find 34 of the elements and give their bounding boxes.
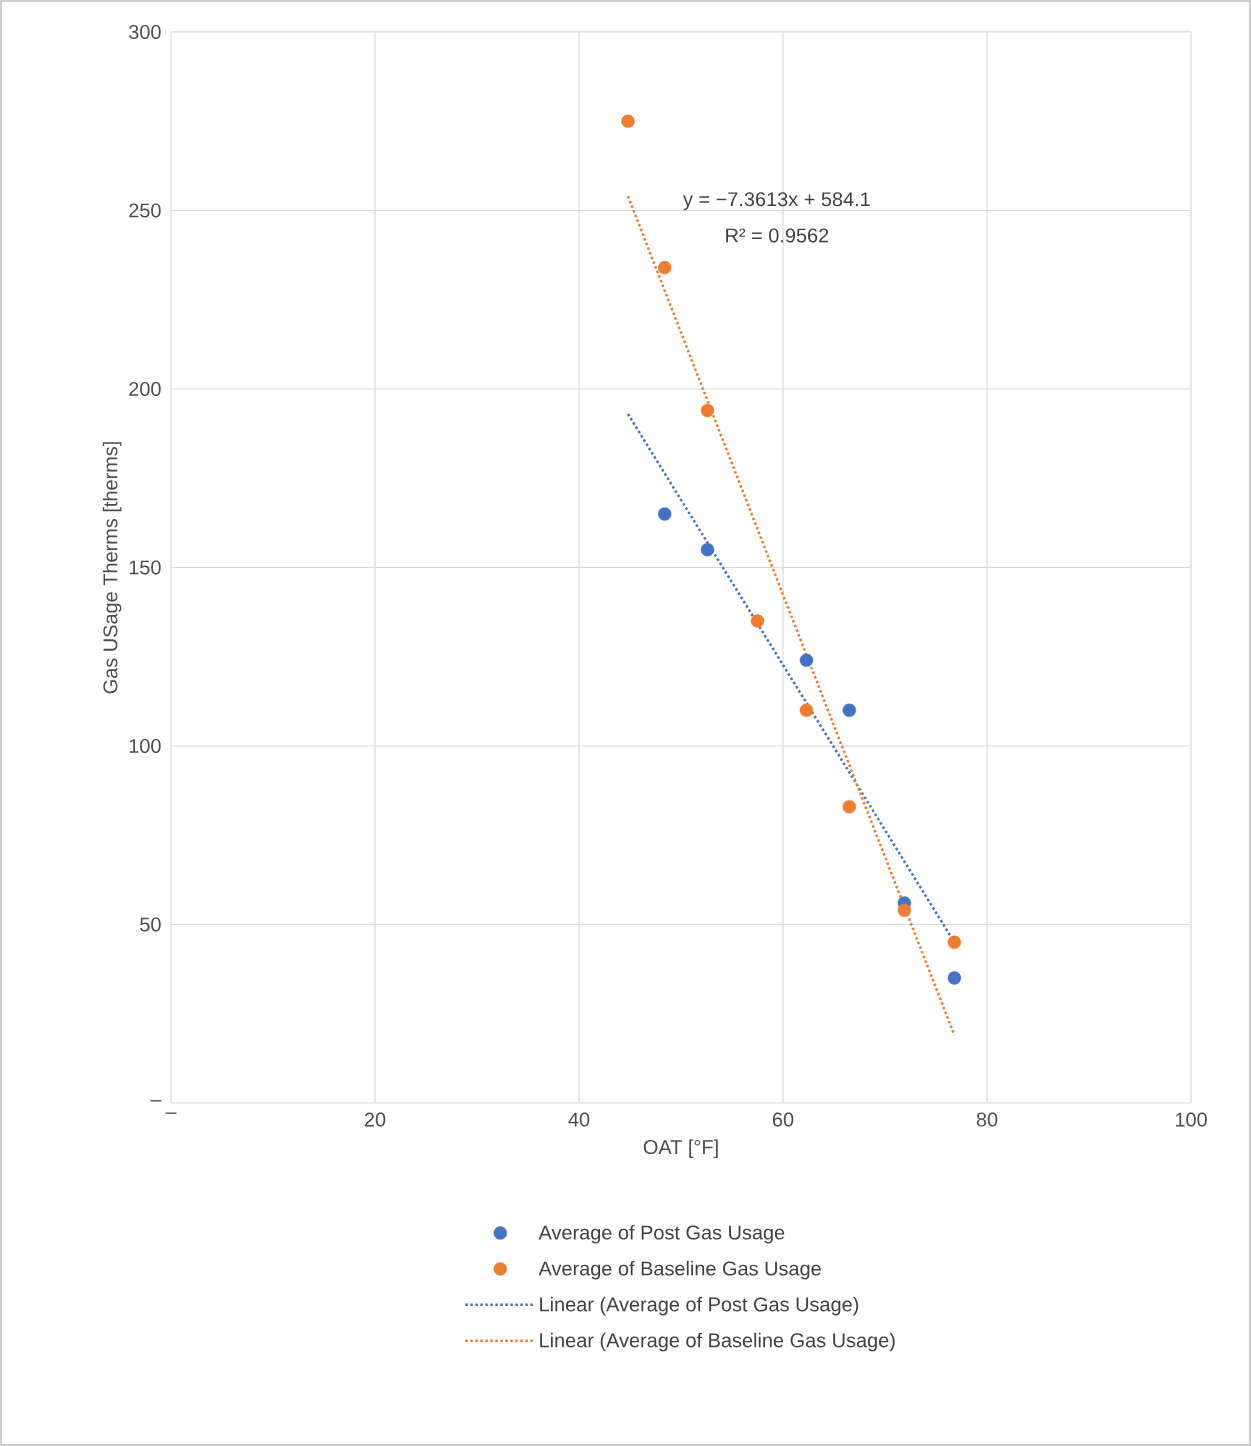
y-axis-title: Gas USage Therms [therms] [102, 442, 122, 694]
x-tick-label: 80 [976, 1112, 998, 1127]
point [621, 114, 635, 128]
legend-label: Average of Baseline Gas Usage [538, 1260, 821, 1280]
point [799, 703, 814, 717]
x-tick-label: – [165, 1112, 177, 1114]
x-tick-label: 40 [568, 1112, 590, 1127]
point [947, 935, 962, 950]
y-tick-label: 250 [129, 203, 161, 218]
point [799, 653, 814, 668]
y-tick-label: 100 [129, 738, 161, 754]
x-axis-title: OAT [°F] [643, 1139, 718, 1159]
point [700, 542, 715, 557]
y-tick-label: 50 [140, 917, 161, 932]
annotation: y = −7.3613x + 584.1 [683, 192, 870, 211]
point [700, 403, 715, 418]
y-tick-label: 200 [129, 381, 161, 397]
x-tick-label: 100 [1175, 1112, 1207, 1127]
y-tick-label: 150 [129, 560, 161, 575]
x-tick-label: 60 [772, 1112, 794, 1127]
y-tick-label: – [150, 1100, 162, 1102]
point [657, 260, 672, 275]
annotation: R² = 0.9562 [726, 228, 829, 243]
legend-label: Linear (Average of Baseline Gas Usage) [540, 1332, 895, 1352]
point [657, 507, 672, 521]
point [947, 971, 962, 985]
legend-label: Average of Post Gas Usage [538, 1224, 785, 1244]
x-tick-label: 20 [364, 1112, 386, 1127]
y-tick-label: 300 [129, 24, 161, 40]
point [842, 799, 857, 814]
point [897, 903, 912, 917]
legend-label: Linear (Average of Post Gas Usage) [540, 1296, 859, 1316]
point [750, 614, 765, 628]
point [842, 703, 857, 717]
